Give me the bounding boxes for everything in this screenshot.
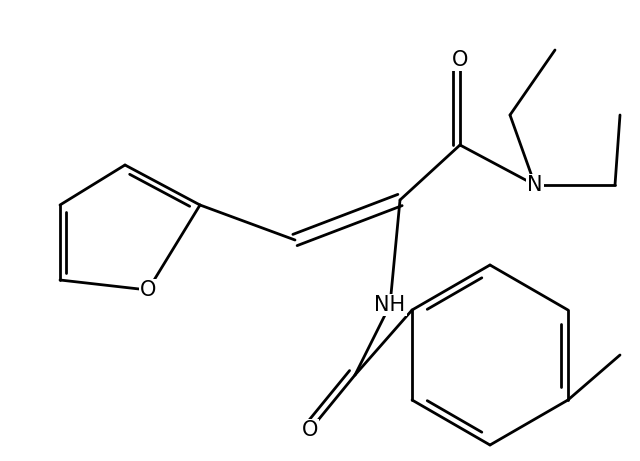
Text: O: O <box>140 280 156 300</box>
Text: N: N <box>527 175 543 195</box>
Text: O: O <box>302 420 318 440</box>
Text: NH: NH <box>374 295 406 315</box>
Text: O: O <box>452 50 468 70</box>
